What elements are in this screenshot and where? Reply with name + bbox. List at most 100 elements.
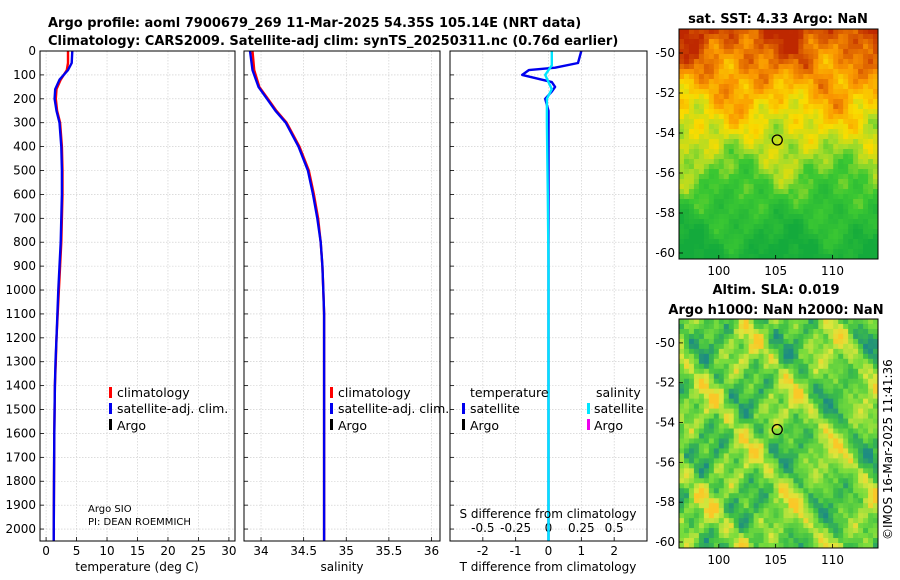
map-cell — [738, 124, 745, 130]
map-cell — [683, 438, 690, 444]
map-cell — [863, 219, 869, 225]
map-cell — [803, 109, 809, 115]
map-cell — [793, 244, 799, 250]
map-cell — [833, 433, 839, 439]
map-cell — [793, 59, 799, 65]
map-cell — [708, 109, 715, 115]
map-cell — [778, 323, 784, 330]
map-cell — [679, 154, 685, 160]
map-cell — [753, 144, 760, 150]
map-cell — [748, 473, 755, 479]
map-cell — [683, 244, 690, 250]
map-cell — [788, 64, 794, 70]
map-cell — [679, 319, 685, 325]
map-cell — [733, 119, 740, 125]
map-cell — [848, 348, 854, 355]
map-cell — [793, 433, 799, 439]
map-cell — [703, 518, 710, 524]
map-cell — [768, 254, 775, 260]
map-cell — [753, 44, 760, 50]
map-cell — [773, 483, 779, 489]
map-cell — [828, 29, 834, 35]
map-cell — [873, 478, 879, 484]
map-cell — [838, 348, 844, 355]
map-cell — [688, 319, 695, 325]
map-cell — [753, 493, 760, 499]
map-cell — [828, 59, 834, 65]
map-cell — [713, 29, 720, 35]
map-cell — [798, 174, 804, 180]
map-cell — [708, 119, 715, 125]
map-cell — [743, 323, 750, 330]
map-cell — [753, 94, 760, 100]
map-cell — [778, 533, 784, 539]
map-cell — [823, 194, 829, 200]
map-cell — [808, 49, 814, 55]
map-cell — [873, 189, 879, 195]
xtick-label: 25 — [191, 544, 206, 558]
map-cell — [833, 194, 839, 200]
map-cell — [748, 159, 755, 165]
map-cell — [793, 124, 799, 130]
map-cell — [688, 64, 695, 70]
map-cell — [768, 413, 775, 420]
map-cell — [753, 149, 760, 155]
map-cell — [813, 408, 819, 415]
map-cell — [688, 174, 695, 180]
map-cell — [738, 373, 745, 380]
map-cell — [808, 483, 814, 489]
map-cell — [778, 204, 784, 210]
map-cell — [808, 219, 814, 225]
map-cell — [738, 159, 745, 165]
map-cell — [753, 513, 760, 519]
map-cell — [748, 154, 755, 160]
map-cell — [768, 74, 775, 80]
map-cell — [858, 463, 864, 469]
map-cell — [838, 443, 844, 449]
map-cell — [713, 79, 720, 85]
map-cell — [679, 378, 685, 385]
map-cell — [748, 408, 755, 415]
map-cell — [833, 358, 839, 365]
map-cell — [713, 94, 720, 100]
map-cell — [813, 129, 819, 135]
map-cell — [738, 239, 745, 245]
map-cell — [758, 428, 765, 434]
map-cell — [783, 199, 789, 205]
map-cell — [679, 39, 685, 45]
map-cell — [688, 373, 695, 380]
map-cell — [743, 458, 750, 464]
map-cell — [843, 393, 849, 400]
map-cell — [793, 129, 799, 135]
map-cell — [818, 99, 824, 105]
map-cell — [748, 104, 755, 110]
map-cell — [683, 478, 690, 484]
map-cell — [843, 79, 849, 85]
map-cell — [698, 224, 705, 230]
map-cell — [778, 508, 784, 514]
map-cell — [823, 159, 829, 165]
map-cell — [683, 124, 690, 130]
map-cell — [843, 378, 849, 385]
map-cell — [679, 159, 685, 165]
map-cell — [738, 543, 745, 549]
map-cell — [703, 433, 710, 439]
map-cell — [728, 423, 735, 430]
map-cell — [683, 54, 690, 60]
map-cell — [718, 423, 725, 430]
map-cell — [828, 343, 834, 350]
map-cell — [683, 149, 690, 155]
map-cell — [688, 139, 695, 145]
map-cell — [718, 513, 725, 519]
map-cell — [803, 363, 809, 370]
map-cell — [843, 84, 849, 90]
xtick-label: 36 — [424, 544, 439, 558]
map-cell — [763, 508, 770, 514]
map-cell — [838, 393, 844, 400]
map-cell — [818, 343, 824, 350]
map-cell — [718, 338, 725, 345]
map-cell — [763, 398, 770, 405]
map-cell — [873, 468, 879, 474]
map-cell — [758, 338, 765, 345]
map-cell — [768, 438, 775, 444]
